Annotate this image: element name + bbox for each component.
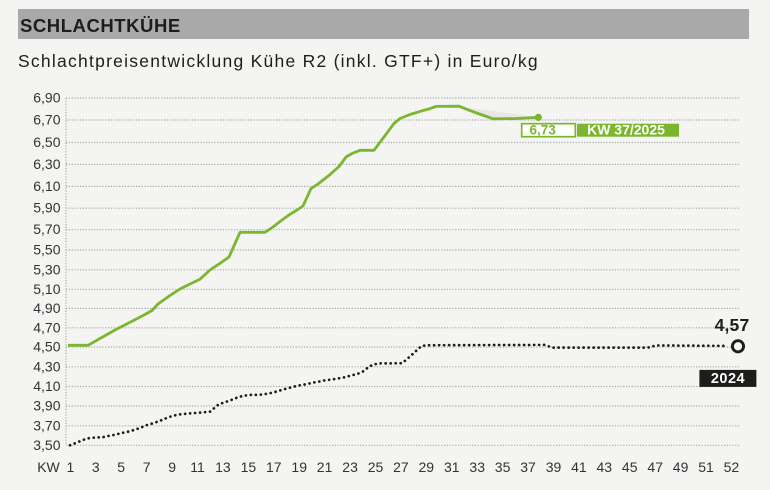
svg-text:3,70: 3,70 [33, 417, 60, 433]
svg-text:29: 29 [419, 459, 435, 475]
svg-text:KW: KW [37, 459, 60, 475]
svg-text:6,10: 6,10 [33, 178, 60, 194]
svg-text:33: 33 [469, 459, 485, 475]
svg-text:37: 37 [520, 459, 536, 475]
svg-text:5,70: 5,70 [33, 221, 60, 237]
svg-text:9: 9 [168, 459, 176, 475]
svg-text:2024: 2024 [711, 371, 745, 387]
svg-text:19: 19 [291, 459, 307, 475]
svg-text:5: 5 [117, 459, 125, 475]
svg-text:5,30: 5,30 [33, 261, 60, 277]
svg-text:6,30: 6,30 [33, 156, 60, 172]
svg-text:4,70: 4,70 [33, 319, 60, 335]
svg-text:6,50: 6,50 [33, 134, 60, 150]
svg-text:6,90: 6,90 [33, 90, 60, 106]
svg-text:6,70: 6,70 [33, 112, 60, 128]
svg-text:41: 41 [571, 459, 587, 475]
svg-text:25: 25 [368, 459, 384, 475]
svg-text:39: 39 [546, 459, 562, 475]
svg-text:52: 52 [724, 459, 740, 475]
svg-text:15: 15 [241, 459, 257, 475]
svg-text:3,90: 3,90 [33, 398, 60, 414]
svg-text:1: 1 [67, 459, 75, 475]
svg-text:13: 13 [215, 459, 231, 475]
svg-text:7: 7 [143, 459, 151, 475]
svg-text:21: 21 [317, 459, 333, 475]
svg-text:5,50: 5,50 [33, 242, 60, 258]
svg-text:45: 45 [622, 459, 638, 475]
svg-text:43: 43 [597, 459, 613, 475]
svg-text:4,30: 4,30 [33, 358, 60, 374]
svg-text:11: 11 [190, 459, 205, 475]
svg-text:31: 31 [444, 459, 460, 475]
svg-text:51: 51 [698, 459, 714, 475]
svg-text:3,50: 3,50 [33, 437, 60, 453]
svg-text:4,57: 4,57 [715, 315, 750, 335]
svg-text:27: 27 [393, 459, 409, 475]
svg-text:23: 23 [342, 459, 358, 475]
svg-text:3: 3 [92, 459, 100, 475]
svg-text:4,90: 4,90 [33, 300, 60, 316]
svg-text:49: 49 [673, 459, 689, 475]
svg-text:5,90: 5,90 [33, 200, 60, 216]
svg-text:4,10: 4,10 [33, 378, 60, 394]
svg-text:17: 17 [266, 459, 282, 475]
svg-text:6,73: 6,73 [530, 122, 557, 137]
svg-text:KW 37/2025: KW 37/2025 [587, 122, 665, 138]
svg-text:4,50: 4,50 [33, 339, 60, 355]
svg-text:5,10: 5,10 [33, 281, 60, 297]
svg-text:35: 35 [495, 459, 511, 475]
svg-text:47: 47 [647, 459, 663, 475]
